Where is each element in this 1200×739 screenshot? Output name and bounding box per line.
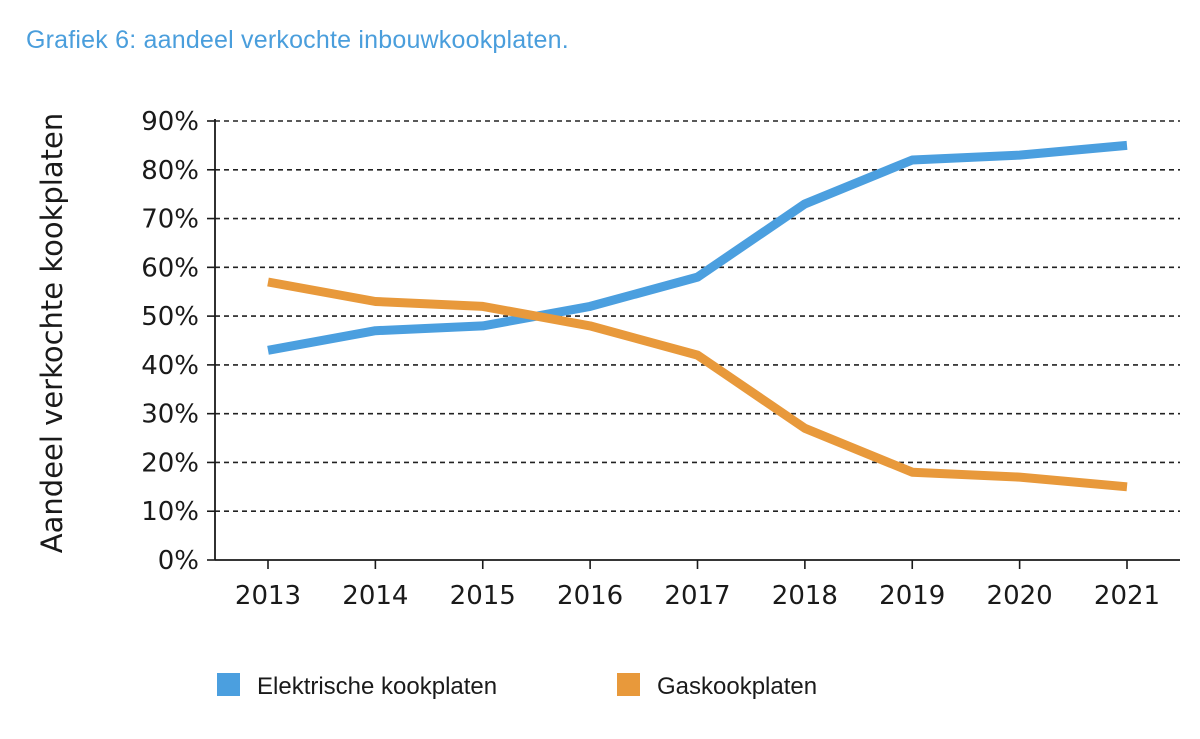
legend-swatch-elektrische-kookplaten [217,673,240,696]
y-tick-label: 50% [141,302,199,332]
gridlines [215,120,1180,513]
series-lines [267,140,1128,492]
y-tick-label: 40% [141,351,199,381]
y-tick-label: 0% [158,546,199,576]
x-tick-label: 2019 [879,581,945,611]
x-tick-label: 2014 [342,581,408,611]
x-tick-label: 2016 [557,581,623,611]
x-tick-label: 2021 [1094,581,1160,611]
axes [207,119,1180,569]
legend-swatch-gaskookplaten [617,673,640,696]
x-tick-label: 2018 [772,581,838,611]
y-tick-labels: 0% 10% 20% 30% 40% 50% 60% 70% 80% 90% [141,107,199,576]
legend-label: Gaskookplaten [657,673,817,700]
y-tick-label: 60% [141,253,199,283]
x-tick-label: 2013 [235,581,301,611]
y-tick-label: 20% [141,448,199,478]
legend-label: Elektrische kookplaten [257,673,497,700]
y-tick-label: 70% [141,205,199,235]
x-tick-label: 2017 [664,581,730,611]
x-tick-label: 2015 [450,581,516,611]
legend: Elektrische kookplaten Gaskookplaten [217,673,817,700]
y-tick-label: 30% [141,400,199,430]
y-tick-label: 90% [141,107,199,137]
y-tick-label: 10% [141,497,199,527]
y-axis-label: Aandeel verkochte kookplaten [35,113,69,553]
x-tick-labels: 2013 2014 2015 2016 2017 2018 2019 2020 2021 [235,581,1160,611]
series-line-elektrische-kookplaten [267,140,1128,355]
series-line-gaskookplaten [267,277,1128,492]
y-tick-label: 80% [141,156,199,186]
chart-title: Grafiek 6: aandeel verkochte inbouwkookp… [26,26,569,54]
x-tick-label: 2020 [987,581,1053,611]
